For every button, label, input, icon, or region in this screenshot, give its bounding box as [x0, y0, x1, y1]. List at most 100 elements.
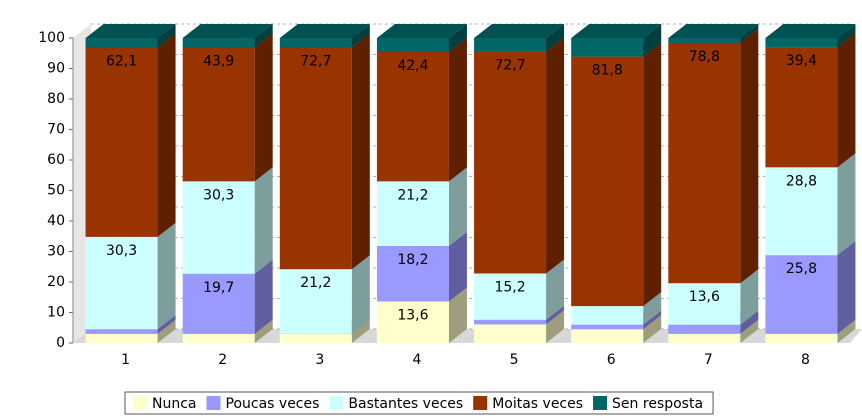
bar: [668, 42, 741, 284]
bar-side: [837, 319, 856, 343]
bar: [279, 333, 352, 343]
bar-side: [254, 167, 273, 274]
floor: [73, 329, 862, 343]
bar-top: [571, 24, 662, 38]
y-tick-label: 10: [47, 305, 65, 321]
bar-side: [546, 305, 565, 325]
bar: [182, 38, 255, 48]
bar: [376, 181, 449, 247]
bar-side: [837, 24, 856, 48]
value-label: 15,2: [494, 279, 525, 295]
bar-side: [448, 24, 467, 53]
y-tick-label: 60: [47, 152, 65, 168]
legend-label: Nunca: [152, 396, 197, 412]
bar-side: [157, 319, 176, 343]
bar: [474, 51, 547, 274]
bar: [668, 38, 741, 43]
value-label: 42,4: [397, 58, 428, 74]
value-label: 81,8: [592, 63, 623, 79]
y-tick-label: 50: [47, 183, 65, 199]
legend-label: Moitas veces: [492, 396, 583, 412]
bar-side: [351, 319, 370, 343]
bar: [85, 38, 158, 48]
y-tick-label: 0: [56, 335, 65, 351]
bar: [765, 255, 838, 334]
bar-top: [668, 24, 759, 38]
value-label: 43,9: [203, 53, 234, 69]
bar-side: [254, 24, 273, 48]
bar: [182, 333, 255, 343]
bar: [85, 333, 158, 343]
bar: [279, 47, 352, 270]
value-label: 39,4: [786, 53, 817, 69]
bar-side: [351, 33, 370, 270]
bar-top: [85, 24, 176, 38]
bar-top: [765, 24, 856, 38]
bar: [279, 38, 352, 48]
bar-side: [740, 310, 759, 334]
bar: [765, 333, 838, 343]
bar-top: [279, 24, 370, 38]
x-tick-label: 1: [121, 352, 130, 368]
x-tick-label: 6: [607, 352, 616, 368]
bar: [279, 269, 352, 334]
legend-box: [124, 391, 714, 415]
bar-side: [837, 153, 856, 256]
value-label: 62,1: [106, 53, 137, 69]
bar: [474, 319, 547, 325]
x-tick-label: 4: [412, 352, 421, 368]
bar: [85, 329, 158, 334]
bar: [85, 236, 158, 330]
bar-side: [740, 24, 759, 43]
bar-side: [448, 232, 467, 302]
bar: [376, 52, 449, 182]
value-label: 30,3: [203, 187, 234, 203]
bar: [85, 47, 158, 237]
bar: [571, 329, 644, 343]
bar-side: [448, 167, 467, 247]
bar-side: [254, 259, 273, 334]
legend-swatch: [593, 396, 608, 410]
bar-side: [546, 310, 565, 343]
bar-side: [157, 24, 176, 48]
value-label: 21,2: [300, 275, 331, 291]
bar: [474, 273, 547, 320]
y-tick-label: 40: [47, 213, 65, 229]
value-label: 72,7: [300, 53, 331, 69]
bar-side: [740, 319, 759, 343]
bar: [376, 301, 449, 343]
bar-side: [157, 222, 176, 330]
bar-side: [837, 241, 856, 334]
legend: Nunca Poucas veces Bastantes veces Moitas v…: [124, 391, 714, 415]
bar-side: [546, 259, 565, 320]
value-label: 21,2: [397, 187, 428, 203]
bar: [376, 38, 449, 53]
bar-side: [157, 33, 176, 237]
bar-top: [474, 24, 565, 38]
x-tick-label: 3: [315, 352, 324, 368]
y-tick-label: 20: [47, 274, 65, 290]
bar: [474, 38, 547, 52]
value-label: 25,8: [786, 261, 817, 277]
legend-label: Poucas veces: [226, 396, 320, 412]
bar: [376, 246, 449, 302]
bar-side: [740, 28, 759, 284]
x-tick-label: 7: [704, 352, 713, 368]
bar: [571, 38, 644, 57]
x-tick-label: 8: [801, 352, 810, 368]
legend-swatch: [473, 396, 488, 410]
value-label: 72,7: [494, 58, 525, 74]
bar-side: [837, 33, 856, 168]
bar: [765, 167, 838, 256]
bar-side: [157, 315, 176, 334]
value-label: 19,7: [203, 280, 234, 296]
bar-side: [351, 255, 370, 334]
y-tick-label: 100: [38, 30, 65, 46]
bar-top: [182, 24, 273, 38]
bar-side: [254, 319, 273, 343]
bar: [668, 283, 741, 325]
bar-side: [643, 292, 662, 325]
y-tick-label: 80: [47, 91, 65, 107]
bar: [474, 324, 547, 343]
